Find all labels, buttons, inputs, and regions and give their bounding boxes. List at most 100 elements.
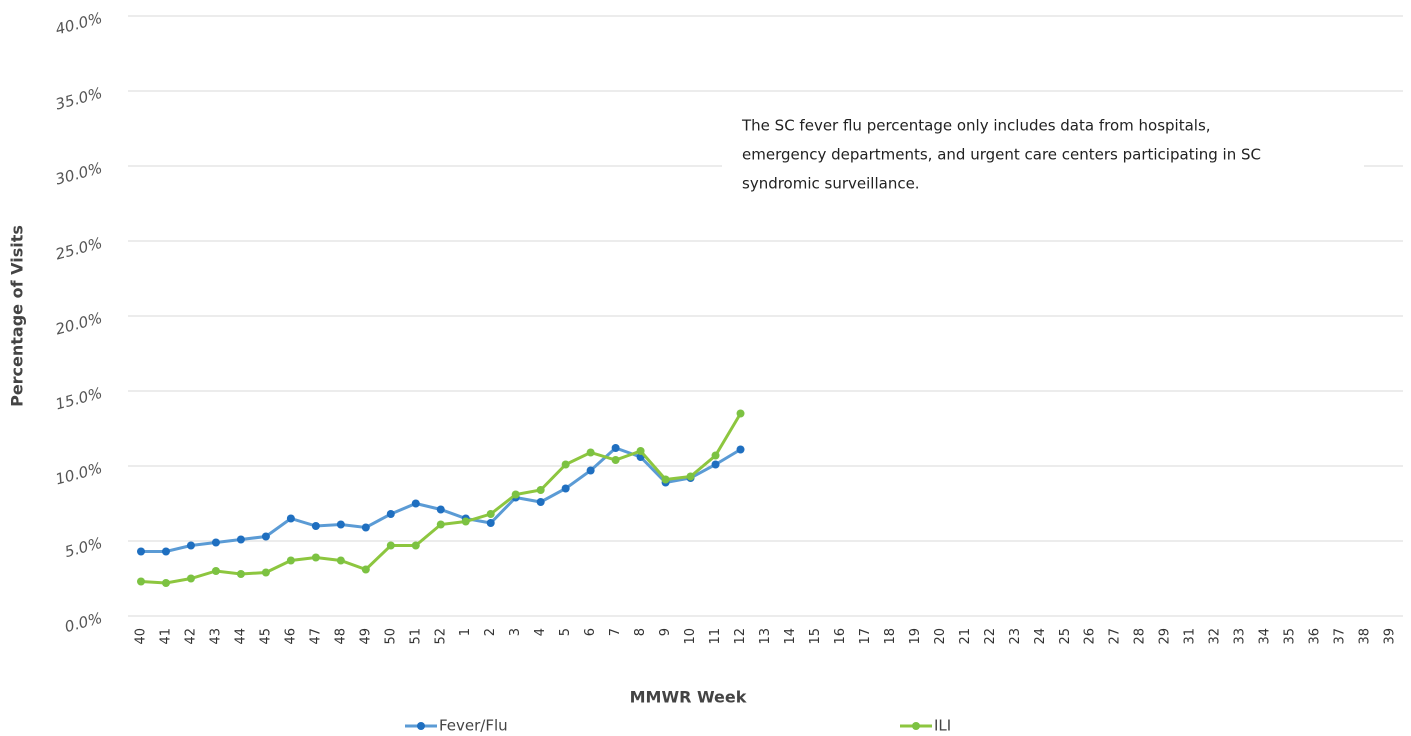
data-point: [536, 498, 545, 506]
x-tick-label: 13: [758, 628, 773, 645]
x-tick-label: 15: [808, 628, 823, 645]
x-tick-label: 40: [134, 628, 149, 645]
data-point: [736, 409, 745, 418]
x-tick-label: 42: [183, 628, 198, 645]
data-point: [436, 520, 445, 529]
y-axis-title: Percentage of Visits: [8, 225, 27, 407]
legend-marker: [912, 722, 920, 730]
x-tick-label: 36: [1308, 628, 1323, 645]
data-point: [386, 510, 395, 518]
data-point: [261, 568, 270, 577]
annotation-text: The SC fever flu percentage only include…: [741, 117, 1211, 135]
data-point: [236, 570, 245, 578]
data-point: [361, 565, 370, 574]
y-tick-label: 20.0%: [54, 309, 105, 339]
x-tick-label: 45: [258, 628, 273, 645]
x-tick-label: 9: [658, 628, 673, 636]
x-tick-label: 48: [333, 628, 348, 645]
x-tick-label: 23: [1008, 628, 1023, 645]
x-tick-label: 20: [933, 628, 948, 645]
data-point: [386, 541, 395, 550]
data-point: [211, 538, 220, 547]
data-point: [561, 460, 570, 469]
data-point: [736, 445, 745, 454]
x-tick-label: 33: [1233, 628, 1248, 645]
data-point: [411, 499, 420, 508]
legend-label: ILI: [934, 717, 951, 735]
x-tick-label: 37: [1333, 628, 1348, 645]
data-point: [286, 514, 295, 523]
x-tick-label: 39: [1383, 628, 1398, 645]
x-tick-label: 46: [283, 628, 298, 645]
y-tick-label: 0.0%: [63, 609, 104, 636]
x-tick-label: 32: [1208, 628, 1223, 645]
x-tick-label: 52: [433, 628, 448, 645]
x-tick-label: 14: [783, 628, 798, 645]
data-point: [486, 519, 495, 527]
data-point: [236, 535, 245, 544]
data-point: [186, 574, 195, 583]
data-point: [336, 556, 345, 565]
data-point: [636, 447, 645, 455]
data-point: [661, 475, 670, 484]
x-tick-label: 11: [708, 628, 723, 645]
x-tick-label: 21: [958, 628, 973, 645]
x-tick-label: 34: [1258, 628, 1273, 645]
x-tick-label: 2: [483, 628, 498, 636]
x-tick-label: 50: [383, 628, 398, 645]
x-tick-label: 25: [1058, 628, 1073, 645]
y-tick-label: 25.0%: [54, 234, 105, 264]
x-tick-label: 1: [458, 628, 473, 636]
annotation-box: [722, 96, 1364, 196]
data-point: [586, 448, 595, 457]
data-point: [486, 510, 495, 518]
data-point: [286, 556, 295, 565]
x-tick-label: 31: [1183, 628, 1198, 645]
data-point: [411, 541, 420, 550]
legend-marker: [417, 722, 425, 730]
x-tick-label: 12: [733, 628, 748, 645]
data-point: [611, 456, 620, 464]
annotation-text: emergency departments, and urgent care c…: [742, 146, 1261, 164]
data-point: [511, 490, 520, 499]
x-tick-label: 38: [1358, 628, 1373, 645]
x-tick-label: 19: [908, 628, 923, 645]
x-tick-label: 6: [583, 628, 598, 636]
x-tick-label: 7: [608, 628, 623, 636]
x-tick-label: 47: [308, 628, 323, 645]
y-tick-label: 35.0%: [54, 84, 105, 114]
annotation-text: syndromic surveillance.: [742, 175, 920, 193]
data-point: [461, 517, 470, 526]
x-tick-label: 44: [233, 628, 248, 645]
y-tick-label: 10.0%: [54, 459, 105, 489]
y-tick-label: 30.0%: [54, 159, 105, 189]
data-point: [611, 444, 620, 452]
x-tick-label: 18: [883, 628, 898, 645]
series-line: [140, 412, 742, 585]
x-tick-label: 35: [1283, 628, 1298, 645]
data-point: [361, 523, 370, 532]
x-tick-label: 3: [508, 628, 523, 636]
data-point: [137, 577, 145, 586]
x-tick-label: 16: [833, 628, 848, 645]
x-tick-label: 8: [633, 628, 648, 636]
data-point: [686, 472, 695, 481]
x-tick-label: 10: [683, 628, 698, 645]
data-point: [336, 520, 345, 529]
x-tick-label: 41: [158, 628, 173, 645]
x-tick-label: 5: [558, 628, 573, 636]
data-point: [536, 486, 545, 494]
data-point: [261, 532, 270, 541]
data-point: [436, 505, 445, 514]
x-tick-label: 43: [208, 628, 223, 645]
data-point: [211, 567, 220, 575]
x-tick-label: 29: [1158, 628, 1173, 645]
data-point: [161, 547, 170, 556]
data-point: [711, 451, 720, 460]
x-tick-label: 51: [408, 628, 423, 645]
data-point: [311, 522, 320, 530]
data-point: [561, 484, 570, 493]
x-tick-label: 27: [1108, 628, 1123, 645]
data-point: [186, 541, 195, 550]
